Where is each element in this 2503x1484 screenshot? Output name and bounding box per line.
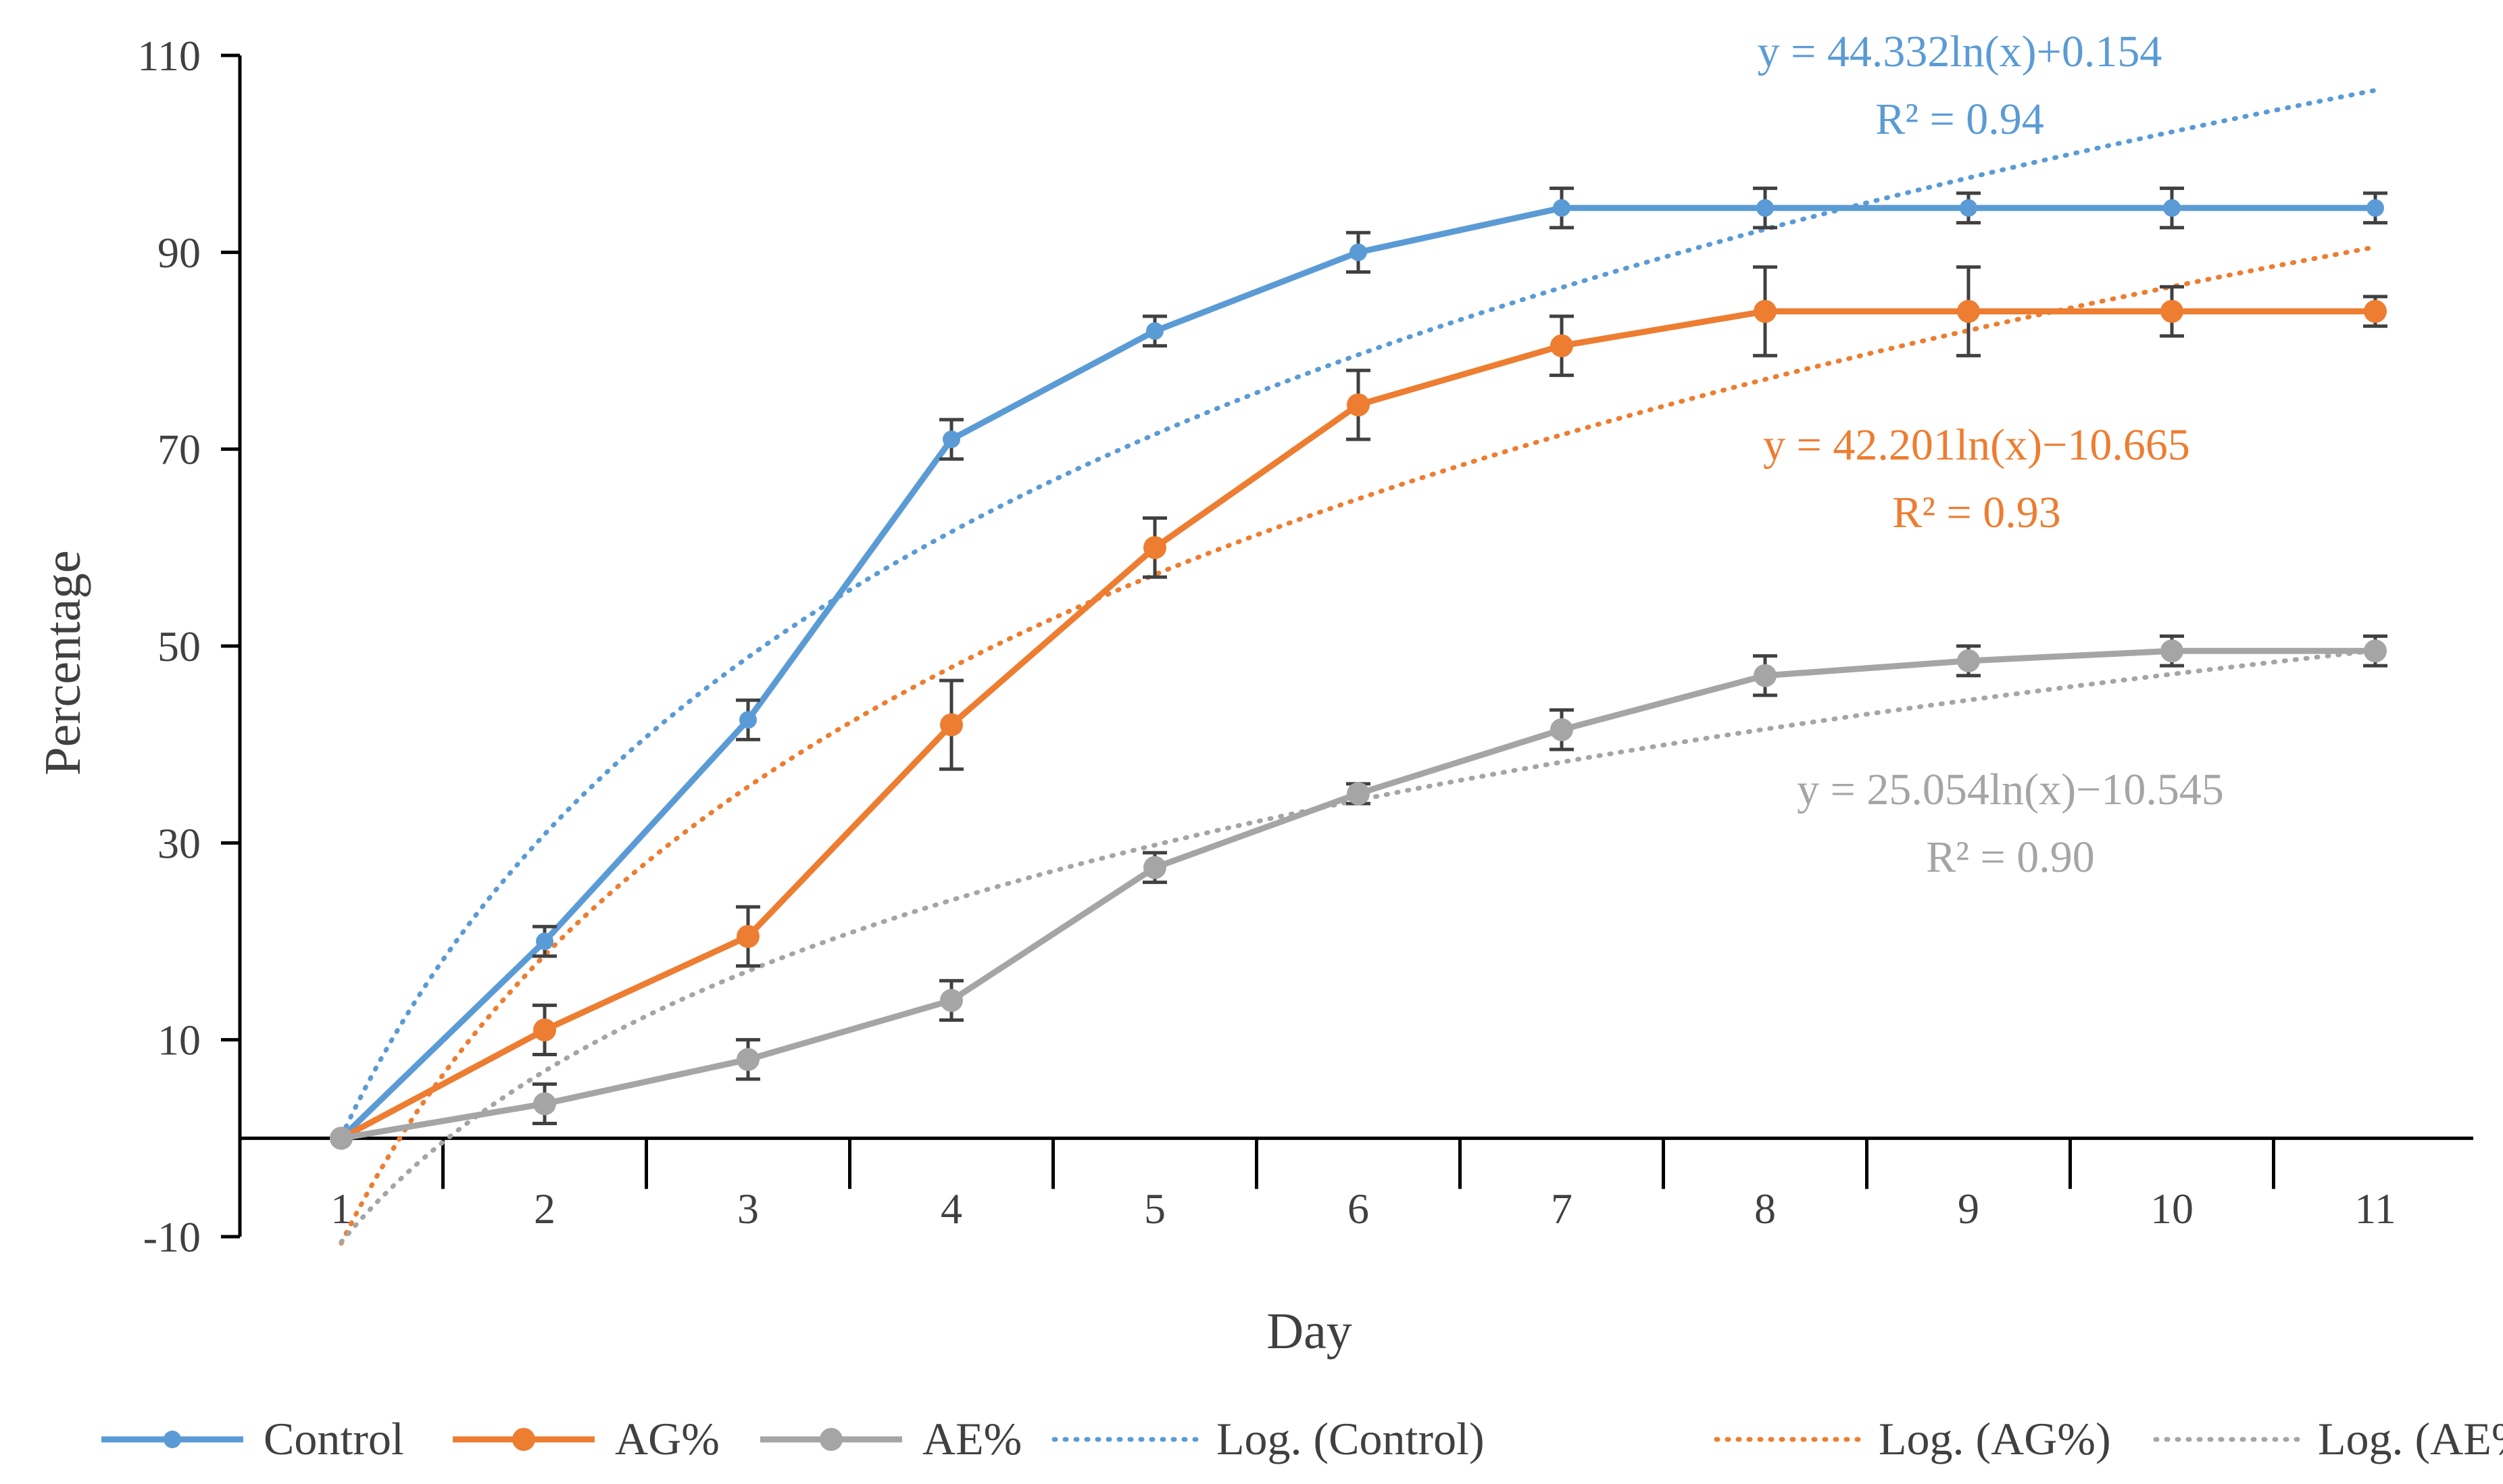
data-point	[1754, 299, 1777, 323]
y-tick-label: 90	[157, 228, 201, 276]
data-point	[2163, 199, 2181, 217]
legend-item: AE%	[760, 1413, 1022, 1464]
data-point	[1146, 322, 1164, 340]
data-point	[1550, 334, 1573, 357]
trendline-layer	[339, 88, 2378, 1246]
trendline-1	[339, 245, 2378, 1246]
series-line	[338, 647, 2379, 1141]
axes-layer: -10 10 30 50 70 90 110 1 2 3 4 5 6 7 8 9 10 11 Day Percenta…	[34, 32, 2473, 1360]
data-point	[1754, 664, 1777, 687]
data-point	[739, 711, 757, 729]
trendline-r-squared: R² = 0.90	[1926, 833, 2095, 882]
legend-swatch-marker	[512, 1428, 535, 1451]
series-ae-	[330, 634, 2387, 1150]
legend-swatch-marker	[164, 1431, 181, 1448]
legend-swatch-marker	[820, 1428, 843, 1451]
data-point	[1957, 649, 1980, 672]
trendline-equation: y = 44.332ln(x)+0.154	[1758, 27, 2162, 76]
data-point	[940, 989, 963, 1012]
data-point	[2364, 639, 2387, 663]
data-point	[2160, 639, 2183, 663]
trendline-0	[339, 88, 2378, 1139]
data-point	[1143, 536, 1166, 560]
legend-label: Log. (Control)	[1216, 1413, 1485, 1464]
y-tick-label: 10	[157, 1016, 201, 1064]
x-tick-label: 8	[1754, 1185, 1776, 1233]
data-point	[1349, 243, 1367, 262]
data-point	[737, 924, 760, 948]
trendline-r-squared: R² = 0.93	[1892, 488, 2061, 537]
data-point	[1143, 856, 1166, 879]
trendline-2	[339, 648, 2378, 1245]
legend-item: Control	[101, 1413, 404, 1464]
x-tick-label: 7	[1551, 1185, 1572, 1233]
y-tick-label: 70	[157, 426, 201, 474]
data-point	[533, 1092, 556, 1116]
trendline-equation: y = 25.054ln(x)−10.545	[1797, 765, 2224, 814]
legend-item: AG%	[453, 1413, 720, 1464]
data-point	[1960, 199, 1977, 217]
legend: Control AG% AE% Log. (Control) Log. (AG%) Log…	[101, 1413, 2503, 1464]
x-axis-title: Day	[1266, 1303, 1352, 1360]
data-point	[2366, 199, 2384, 217]
trendline-equation: y = 42.201ln(x)−10.665	[1763, 420, 2190, 470]
x-tick-label: 2	[534, 1185, 555, 1233]
legend-label: Control	[264, 1413, 404, 1464]
series-control	[332, 187, 2387, 1147]
legend-label: AE%	[922, 1413, 1022, 1464]
x-tick-label: 6	[1347, 1185, 1369, 1233]
legend-label: Log. (AG%)	[1879, 1413, 2111, 1464]
trendline-r-squared: R² = 0.94	[1875, 95, 2044, 144]
x-tick-label: 4	[941, 1185, 962, 1233]
legend-item: Log. (AE%)	[2153, 1413, 2503, 1464]
legend-item: Log. (AG%)	[1714, 1413, 2111, 1464]
legend-label: Log. (AE%)	[2318, 1413, 2503, 1464]
y-tick-label: 50	[157, 622, 201, 670]
data-point	[943, 430, 960, 449]
x-tick-label: 5	[1144, 1185, 1166, 1233]
series-ag-	[330, 265, 2387, 1150]
data-point	[1550, 718, 1573, 741]
data-point	[940, 713, 963, 737]
equation-layer: y = 44.332ln(x)+0.154 R² = 0.94 y = 42.201…	[1758, 27, 2224, 882]
x-tick-label: 3	[737, 1185, 759, 1233]
data-point	[1347, 782, 1370, 806]
x-tick-label: 1	[330, 1185, 352, 1233]
series-line	[338, 205, 2379, 1141]
legend-label: AG%	[615, 1413, 720, 1464]
y-tick-label: -10	[143, 1213, 201, 1261]
x-tick-label: 9	[1958, 1185, 1979, 1233]
data-point	[2160, 299, 2183, 323]
data-point	[1553, 199, 1570, 217]
y-tick-label: 110	[137, 32, 201, 80]
series-layer	[330, 187, 2387, 1150]
y-tick-label: 30	[157, 819, 201, 867]
data-point	[737, 1047, 760, 1071]
data-point	[1756, 199, 1774, 217]
x-tick-label: 11	[2354, 1185, 2396, 1233]
data-point	[1957, 299, 1980, 323]
data-point	[330, 1127, 353, 1150]
data-point	[536, 933, 553, 950]
data-point	[2364, 299, 2387, 323]
data-point	[533, 1018, 556, 1042]
y-axis-title: Percentage	[34, 550, 91, 775]
legend-item: Log. (Control)	[1051, 1413, 1485, 1464]
x-tick-label: 10	[2150, 1185, 2194, 1233]
data-point	[1347, 393, 1370, 417]
